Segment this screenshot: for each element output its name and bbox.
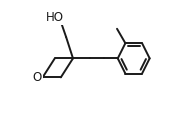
Text: O: O — [33, 71, 42, 84]
Text: HO: HO — [46, 11, 64, 24]
